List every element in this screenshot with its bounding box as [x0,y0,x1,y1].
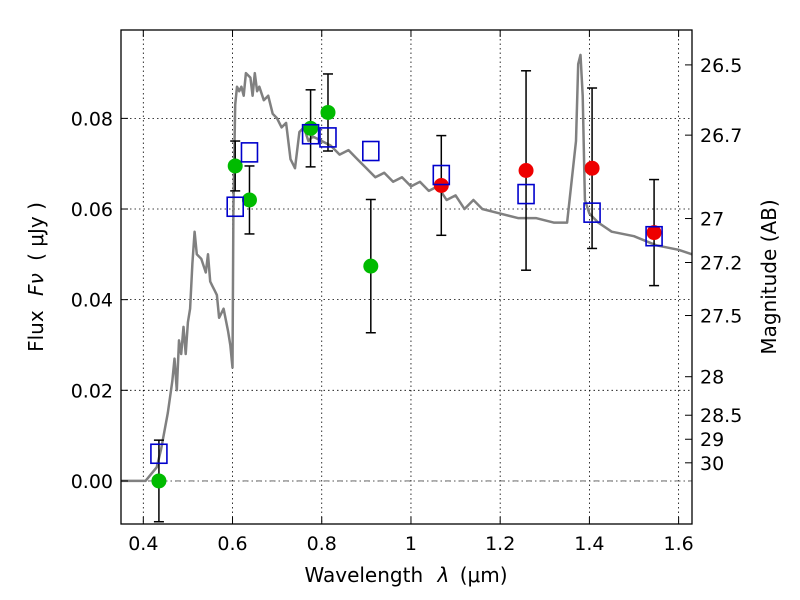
y2-tick-label-5: 28 [700,367,724,389]
x-tick-label-1: 0.6 [217,533,247,555]
y-tick-label-3: 0.06 [71,199,113,221]
data-square-2-1 [226,196,244,218]
x-tick-label-0: 0.4 [128,533,158,555]
y2-tick-label-1: 26.7 [700,125,742,147]
data-point-1-1 [518,162,534,178]
x-axis-title: Wavelength λ (μm) [304,563,507,587]
data-point-1-0 [433,177,449,193]
y2-tick-label-6: 28.5 [700,405,742,427]
data-point-0-3 [303,120,319,136]
y2-tick-label-7: 29 [700,429,724,451]
data-square-2-7 [517,183,535,205]
y2-tick-label-3: 27.2 [700,252,742,274]
data-square-2-3 [301,123,320,145]
x-tick-label-3: 1 [405,533,417,555]
x-tick-label-6: 1.6 [664,533,694,555]
ticks [121,30,692,524]
y2-tick-label-8: 30 [700,453,724,475]
data-square-2-0 [150,443,168,465]
y2-tick-label-0: 26.5 [700,55,742,77]
data-markers [150,104,663,489]
y2-tick-label-2: 27 [700,209,724,231]
data-square-2-8 [583,202,601,223]
x-tick-label-4: 1.2 [485,533,515,555]
data-square-2-5 [362,140,380,162]
data-point-0-0 [151,473,167,489]
data-square-2-2 [240,142,259,163]
y-tick-label-0: 0.00 [71,471,113,493]
y-axis-title: Flux Fν ( μJy ) [24,202,48,352]
y-tick-label-2: 0.04 [71,290,113,312]
data-point-1-2 [584,160,600,176]
data-square-2-4 [319,127,337,148]
y2-axis-title: Magnitude (AB) [757,199,781,354]
y-tick-label-4: 0.08 [71,108,113,130]
data-square-2-6 [432,164,451,186]
data-point-1-3 [646,225,662,241]
plot-frame [120,29,693,525]
model-spectrum-line [121,53,693,483]
y2-tick-label-4: 27.5 [700,306,742,328]
data-point-0-2 [241,192,257,208]
data-point-0-1 [227,158,243,174]
data-square-2-9 [645,225,663,247]
x-tick-label-2: 0.8 [307,533,337,555]
data-point-0-5 [363,258,379,274]
y-tick-label-1: 0.02 [71,380,113,402]
model-spectrum [121,53,693,483]
tick-labels: 0.4 0.6 0.8 1 1.2 1.4 1.6 0.00 0.02 0.04 0.06 0.08 2… [71,55,743,555]
data-point-0-4 [320,104,336,120]
x-tick-label-5: 1.4 [574,533,604,555]
